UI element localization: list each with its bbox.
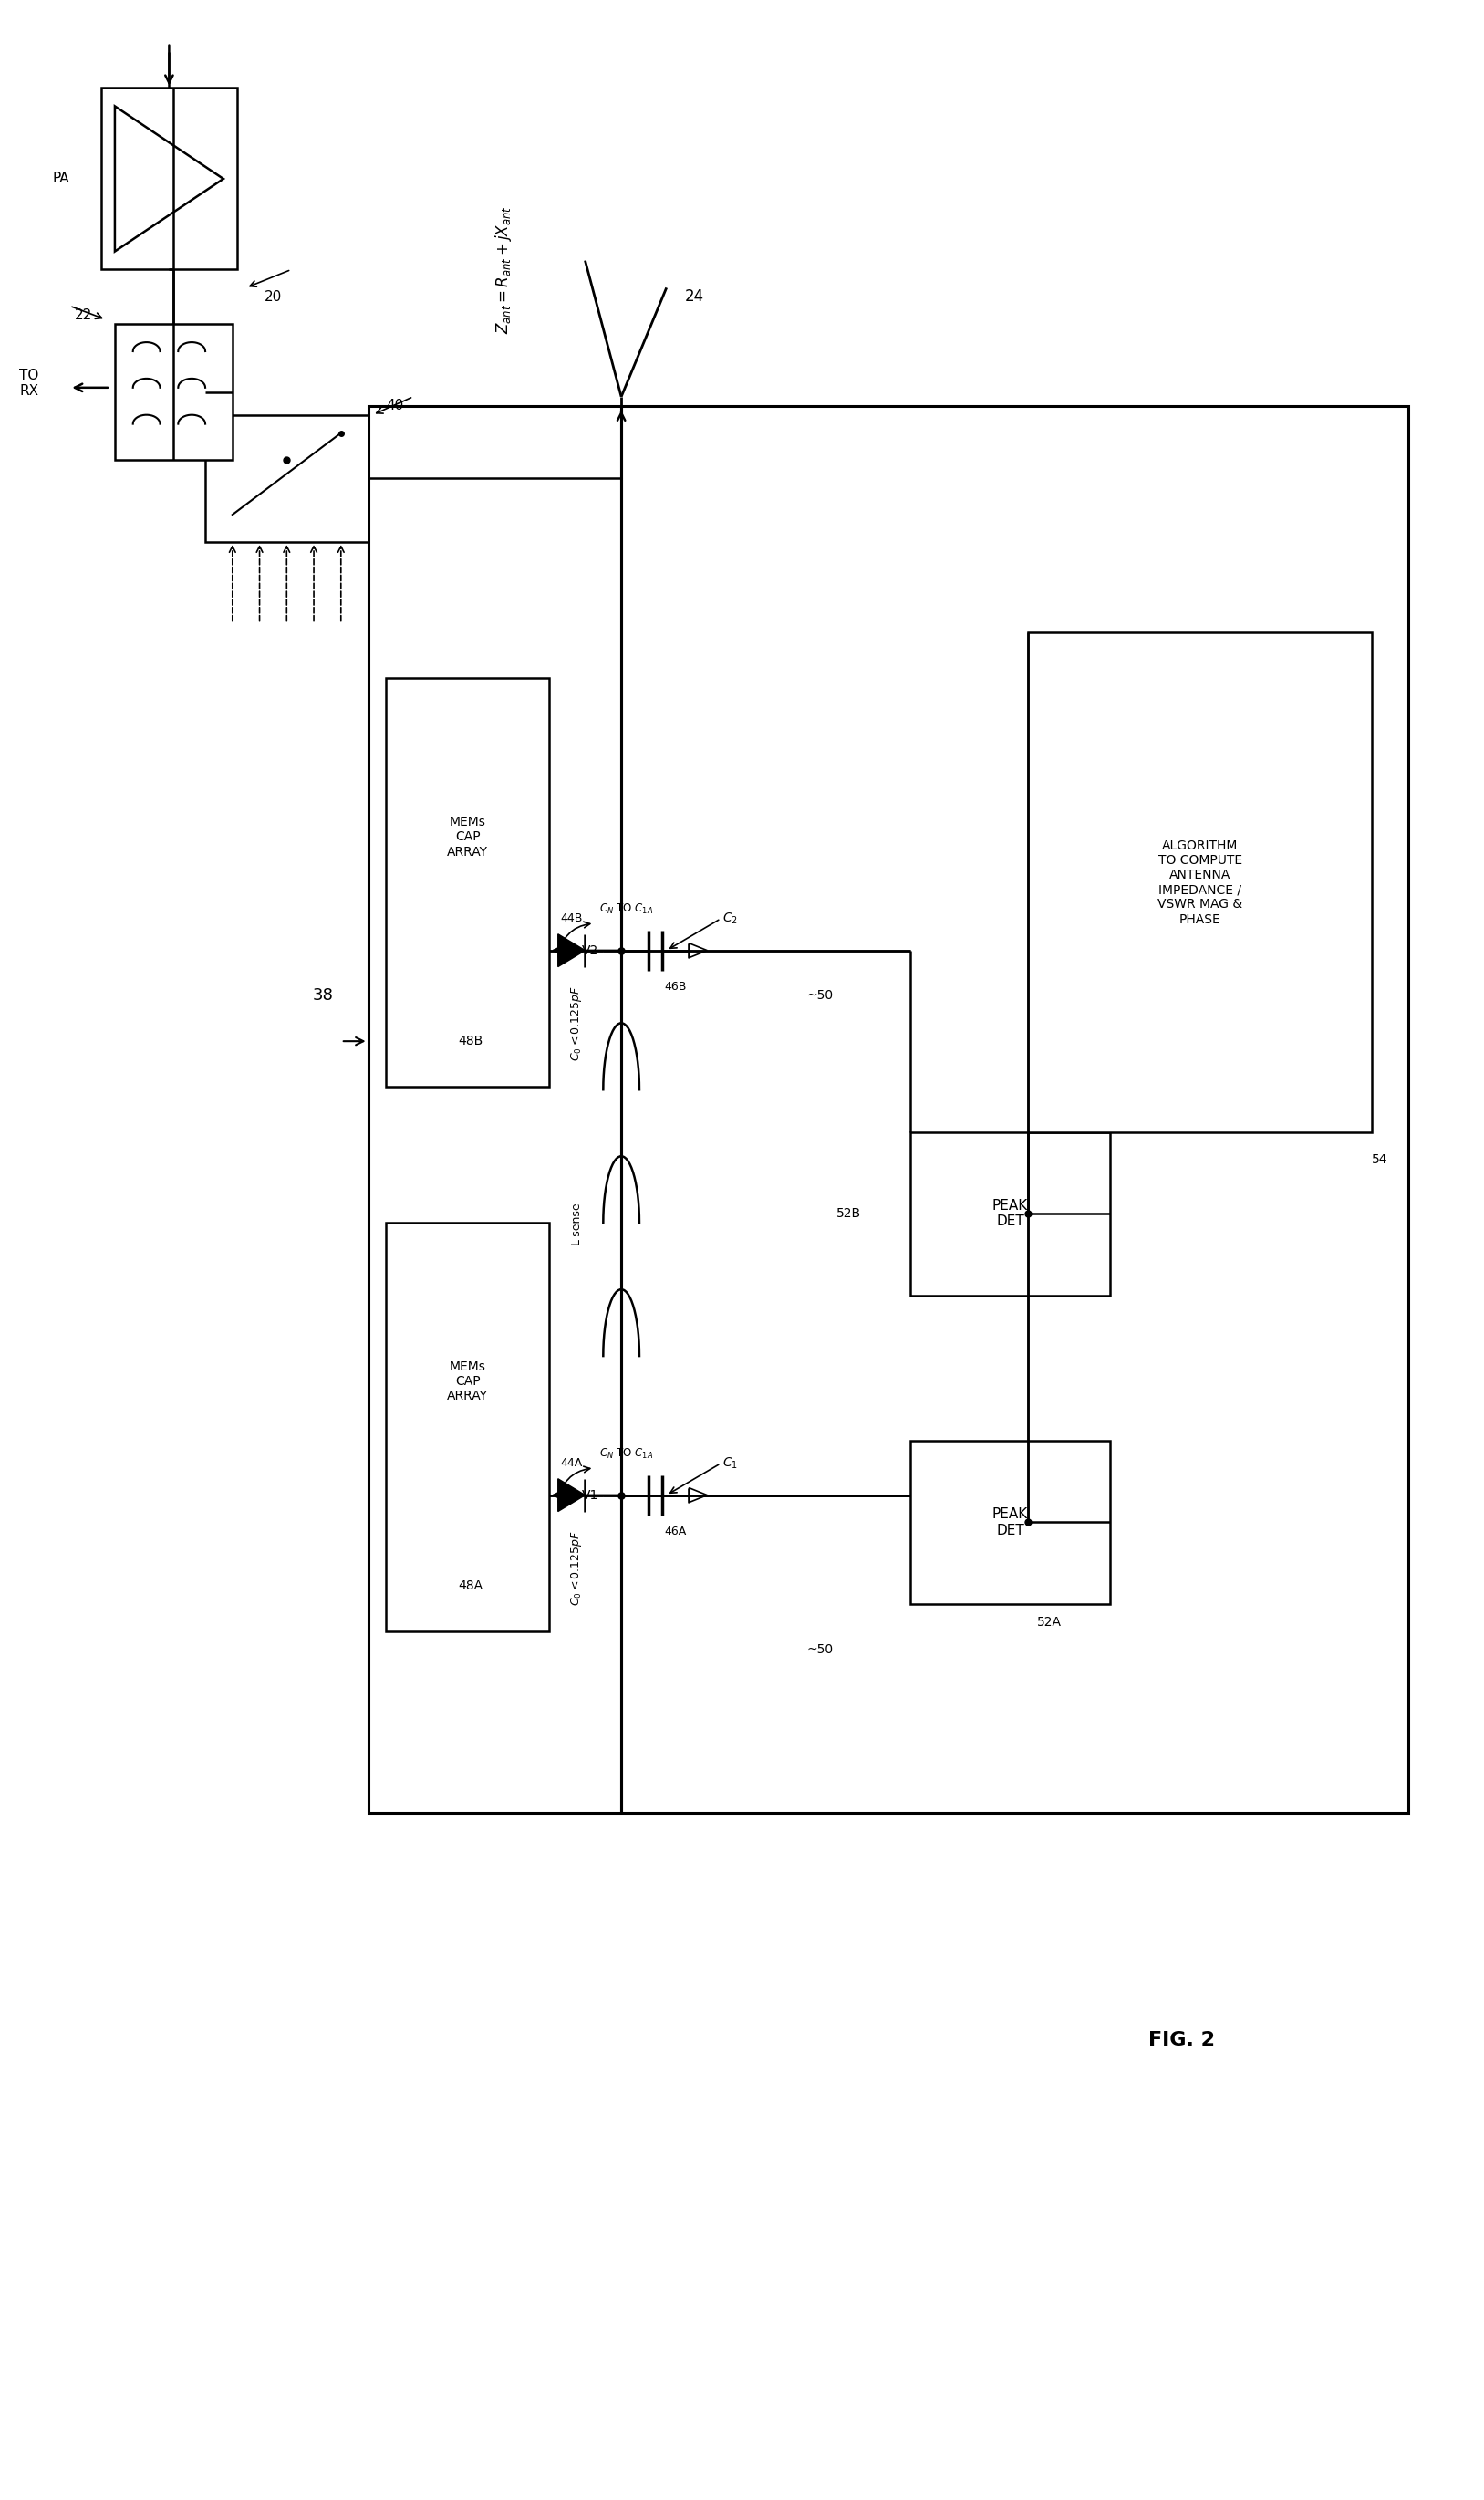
Bar: [911, 1440, 1110, 1605]
Text: 52B: 52B: [835, 1207, 861, 1220]
Text: $C_2$: $C_2$: [723, 910, 738, 925]
Bar: [911, 1132, 1110, 1295]
Bar: [114, 325, 233, 460]
Text: ALGORITHM
TO COMPUTE
ANTENNA
IMPEDANCE /
VSWR MAG &
PHASE: ALGORITHM TO COMPUTE ANTENNA IMPEDANCE /…: [1158, 840, 1242, 925]
Bar: [386, 678, 549, 1088]
Text: 54: 54: [1371, 1152, 1388, 1165]
Polygon shape: [558, 935, 585, 968]
Bar: [205, 415, 368, 542]
Text: 52A: 52A: [1037, 1615, 1063, 1628]
Text: L-sense: L-sense: [570, 1200, 582, 1245]
Polygon shape: [558, 1480, 585, 1512]
Text: MEMs
CAP
ARRAY: MEMs CAP ARRAY: [447, 815, 488, 858]
Text: $Z_{ant} = R_{ant} + jX_{ant}$: $Z_{ant} = R_{ant} + jX_{ant}$: [494, 205, 513, 335]
Text: ~50: ~50: [807, 990, 834, 1002]
Bar: [386, 1222, 549, 1632]
Text: $C_0 < 0.125pF$: $C_0 < 0.125pF$: [568, 1530, 583, 1605]
Text: MEMs
CAP
ARRAY: MEMs CAP ARRAY: [447, 1360, 488, 1403]
Bar: [1028, 632, 1371, 1132]
Text: FIG. 2: FIG. 2: [1149, 2030, 1215, 2050]
Text: PA: PA: [52, 172, 70, 185]
Text: 24: 24: [684, 288, 703, 305]
Text: 44B: 44B: [561, 912, 583, 925]
Text: PEAK
DET: PEAK DET: [993, 1508, 1028, 1538]
Text: TO
RX: TO RX: [19, 368, 39, 398]
Text: PEAK
DET: PEAK DET: [993, 1200, 1028, 1228]
Text: $C_1$: $C_1$: [723, 1455, 738, 1470]
Bar: [368, 405, 1408, 1812]
Text: 48B: 48B: [459, 1035, 484, 1048]
Text: $C_N$ TO $C_{1A}$: $C_N$ TO $C_{1A}$: [600, 1447, 653, 1460]
Text: 46B: 46B: [665, 980, 687, 993]
Text: 22: 22: [74, 308, 92, 322]
Text: 20: 20: [264, 290, 282, 302]
Text: V1: V1: [582, 1488, 598, 1502]
Text: 48A: 48A: [459, 1580, 484, 1592]
Bar: [101, 88, 237, 270]
Text: 38: 38: [313, 988, 334, 1005]
Text: $C_0 < 0.125pF$: $C_0 < 0.125pF$: [568, 985, 583, 1060]
Text: 40: 40: [386, 400, 404, 412]
Text: 44A: 44A: [561, 1457, 583, 1470]
Text: V2: V2: [582, 945, 598, 958]
Text: ~50: ~50: [807, 1642, 834, 1655]
Text: 46A: 46A: [665, 1525, 687, 1538]
Text: $C_N$ TO $C_{1A}$: $C_N$ TO $C_{1A}$: [600, 902, 653, 918]
